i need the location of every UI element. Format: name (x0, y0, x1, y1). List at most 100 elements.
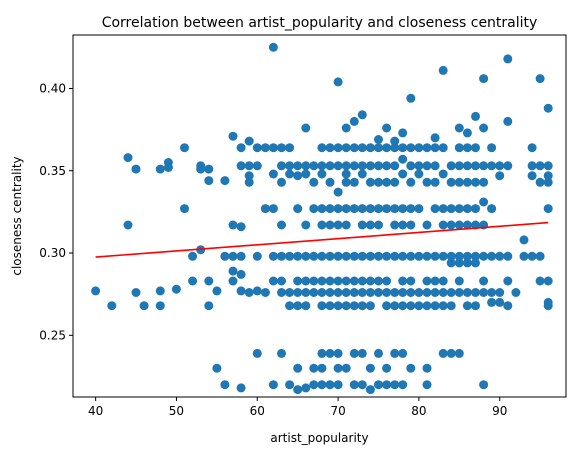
data-point (293, 363, 303, 373)
data-point (422, 177, 432, 187)
data-point (317, 276, 327, 286)
data-point (188, 276, 198, 286)
data-point (277, 161, 286, 171)
data-point (228, 251, 238, 261)
plot-area (73, 35, 566, 397)
data-point (252, 161, 262, 171)
data-point (382, 161, 392, 171)
data-point (422, 276, 432, 286)
data-point (527, 171, 537, 181)
data-point (131, 164, 141, 174)
data-point (462, 301, 472, 311)
data-point (301, 301, 311, 311)
data-point (365, 385, 375, 395)
data-point (325, 288, 335, 297)
data-point (341, 177, 351, 187)
data-point (244, 288, 254, 297)
x-tick-label: 60 (250, 404, 265, 418)
data-point (325, 251, 335, 261)
data-point (390, 177, 400, 187)
data-point (341, 143, 351, 153)
data-point (333, 348, 343, 358)
data-point (325, 348, 335, 358)
data-point (471, 251, 480, 261)
data-point (357, 143, 367, 153)
data-point (438, 220, 448, 230)
data-point (430, 204, 440, 214)
data-point (414, 143, 424, 153)
data-point (390, 220, 400, 230)
data-point (333, 220, 343, 230)
data-point (382, 204, 392, 214)
data-point (535, 251, 545, 261)
data-point (333, 288, 343, 297)
data-point (204, 164, 214, 174)
data-point (543, 161, 553, 171)
data-point (422, 301, 432, 311)
data-point (228, 220, 238, 230)
data-point (398, 169, 408, 179)
data-point (454, 220, 464, 230)
data-point (212, 363, 222, 373)
data-point (422, 288, 432, 297)
data-point (503, 54, 513, 64)
data-point (406, 177, 416, 187)
data-point (341, 288, 351, 297)
data-point (462, 204, 472, 214)
data-point (333, 204, 343, 214)
data-point (260, 143, 270, 153)
data-point (374, 204, 383, 214)
data-point (382, 363, 392, 373)
data-point (317, 380, 327, 390)
data-point (471, 177, 480, 187)
data-point (374, 143, 383, 153)
data-point (91, 286, 101, 296)
data-point (244, 171, 254, 181)
data-point (357, 169, 367, 179)
data-point (479, 161, 489, 171)
data-point (333, 301, 343, 311)
data-point (252, 251, 262, 261)
data-point (374, 251, 383, 261)
data-point (406, 143, 416, 153)
data-point (309, 161, 319, 171)
data-point (317, 161, 327, 171)
data-point (430, 251, 440, 261)
data-point (268, 204, 278, 214)
data-point (430, 143, 440, 153)
data-point (374, 276, 383, 286)
data-point (317, 363, 327, 373)
data-point (317, 204, 327, 214)
data-point (341, 363, 351, 373)
data-point (503, 116, 513, 126)
data-point (430, 288, 440, 297)
data-point (471, 204, 480, 214)
data-point (285, 380, 295, 390)
data-point (519, 235, 529, 245)
data-point (382, 251, 392, 261)
data-point (495, 171, 505, 181)
data-point (406, 276, 416, 286)
data-point (301, 288, 311, 297)
data-point (462, 251, 472, 261)
data-point (543, 103, 553, 113)
data-point (471, 258, 480, 268)
data-point (527, 251, 537, 261)
data-point (454, 348, 464, 358)
data-point (406, 93, 416, 103)
data-point (446, 220, 456, 230)
data-point (325, 276, 335, 286)
data-point (398, 276, 408, 286)
data-point (123, 153, 133, 163)
data-point (430, 301, 440, 311)
data-point (438, 288, 448, 297)
data-point (268, 251, 278, 261)
data-point (285, 143, 295, 153)
data-point (317, 288, 327, 297)
data-point (479, 288, 489, 297)
data-point (357, 220, 367, 230)
data-point (252, 143, 262, 153)
data-point (398, 128, 408, 138)
data-point (374, 161, 383, 171)
data-point (390, 136, 400, 146)
